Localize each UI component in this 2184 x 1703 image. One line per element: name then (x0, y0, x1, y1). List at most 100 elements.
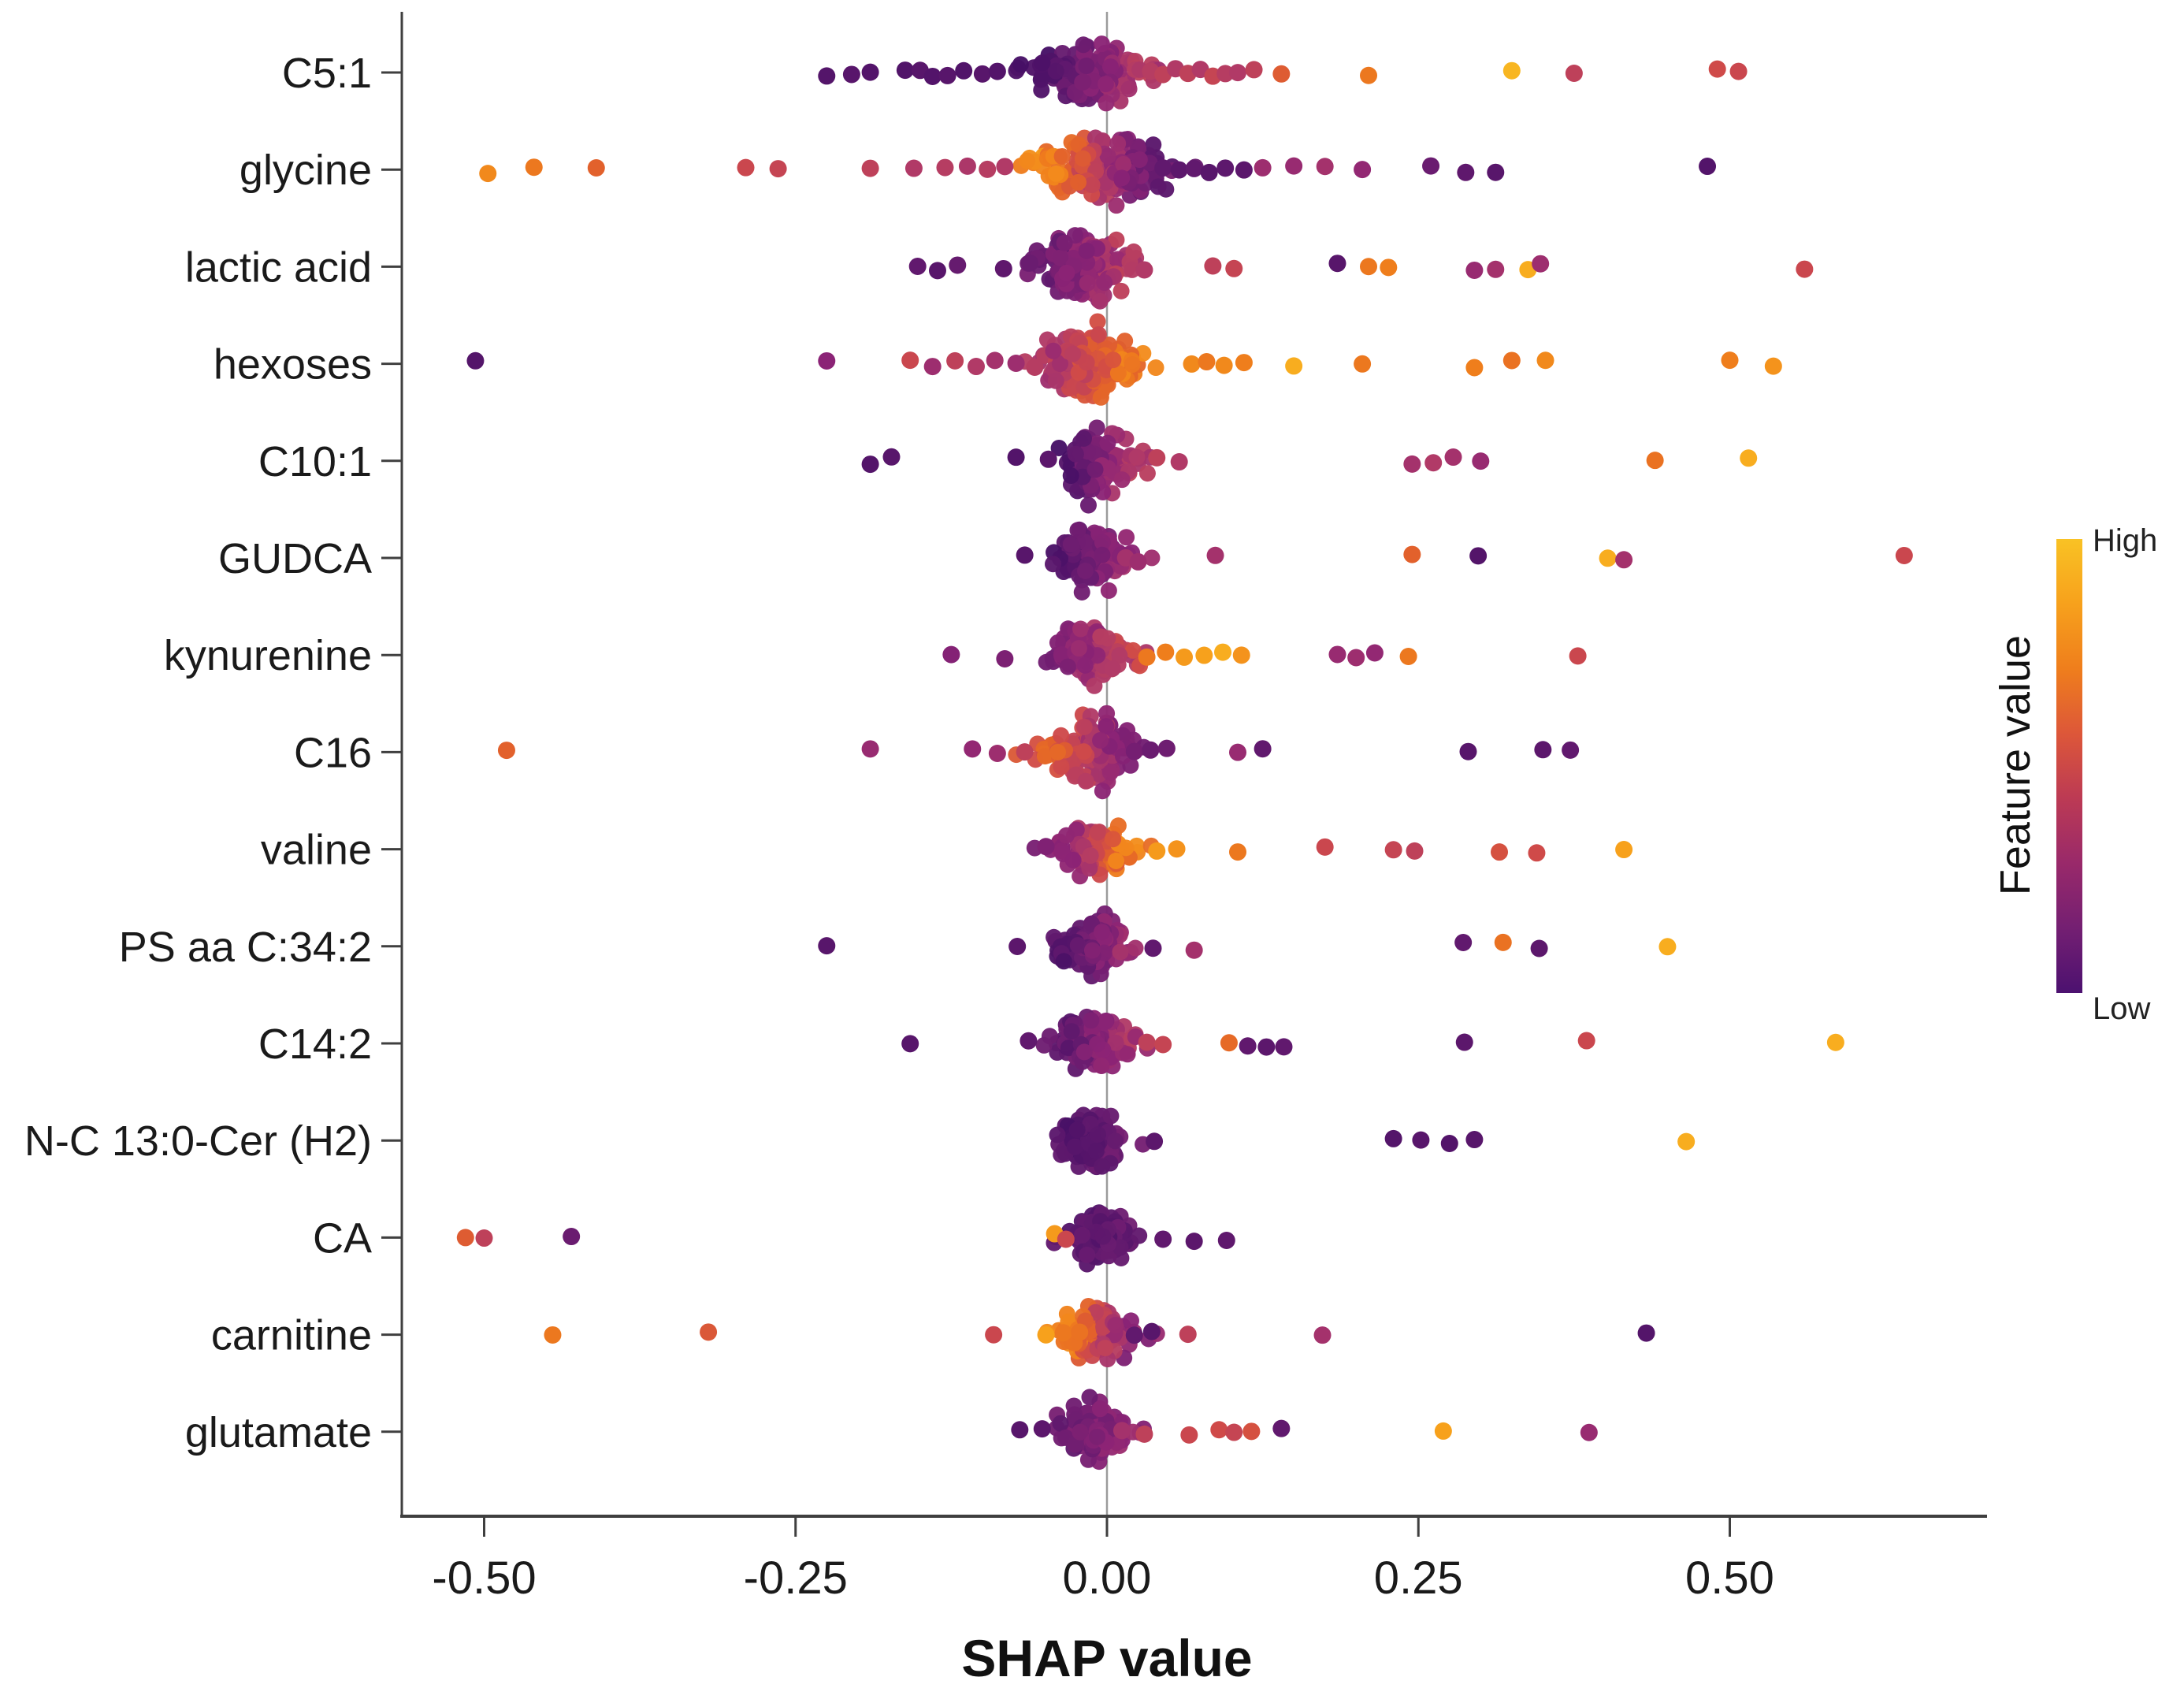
data-point (1532, 255, 1550, 273)
data-point (1098, 705, 1116, 722)
data-point (1107, 1132, 1124, 1150)
data-point (1062, 536, 1079, 553)
data-point (1067, 1436, 1084, 1453)
data-point (1056, 234, 1073, 251)
y-axis-label: glutamate (185, 1409, 372, 1456)
data-point (1113, 169, 1131, 187)
data-point (1128, 448, 1146, 466)
data-point (1200, 163, 1218, 181)
data-point (1168, 840, 1186, 858)
data-point (1076, 562, 1094, 579)
data-point (1285, 157, 1303, 175)
data-point (1051, 355, 1068, 373)
data-point (1057, 827, 1075, 844)
y-axis-label: carnitine (211, 1312, 372, 1359)
data-point (1272, 1419, 1291, 1437)
data-point (1708, 60, 1726, 78)
data-point (1055, 953, 1072, 970)
data-point (1214, 643, 1232, 661)
data-point (1536, 351, 1554, 370)
data-point (1076, 656, 1094, 674)
data-point (1108, 231, 1125, 248)
data-point (1094, 546, 1111, 563)
data-point (1081, 1389, 1098, 1406)
data-point (949, 256, 967, 274)
data-point (1565, 65, 1583, 83)
data-point (1138, 1033, 1156, 1051)
data-point (1354, 355, 1372, 373)
y-axis-label: C16 (294, 729, 372, 776)
data-point (988, 745, 1006, 763)
data-point (1154, 1230, 1172, 1248)
data-point (1562, 741, 1580, 759)
data-point (1026, 359, 1044, 377)
data-point (1060, 1039, 1077, 1057)
data-point (1179, 1326, 1197, 1344)
data-point (1093, 35, 1110, 53)
data-point (1101, 58, 1119, 76)
x-tick-label: 0.00 (1063, 1552, 1152, 1604)
data-point (973, 65, 991, 83)
data-point (1094, 534, 1111, 551)
data-point (1069, 937, 1086, 954)
data-point (563, 1228, 581, 1246)
data-point (904, 159, 923, 177)
data-point (700, 1323, 718, 1341)
data-point (1092, 731, 1109, 749)
data-point (908, 257, 927, 275)
data-point (818, 351, 836, 370)
data-point (1035, 1036, 1053, 1054)
data-point (1075, 36, 1092, 54)
data-point (1245, 61, 1263, 79)
data-point (1109, 135, 1127, 152)
data-point (1099, 147, 1116, 165)
data-point (1148, 448, 1166, 467)
data-point (1440, 1134, 1458, 1152)
data-point (1075, 743, 1093, 760)
data-point (1109, 365, 1127, 382)
data-point (1204, 257, 1222, 275)
data-point (1100, 1248, 1117, 1265)
data-point (1037, 1326, 1055, 1344)
data-point (1465, 359, 1484, 377)
data-point (1131, 151, 1148, 169)
data-point (1104, 660, 1121, 677)
data-point (1412, 1131, 1430, 1149)
data-point (1257, 1038, 1276, 1056)
data-point (1089, 1036, 1106, 1053)
data-point (1093, 1057, 1110, 1074)
data-point (1089, 1428, 1106, 1445)
data-point (988, 62, 1006, 80)
data-point (587, 159, 605, 177)
data-point (525, 158, 543, 177)
data-point (1053, 646, 1070, 664)
data-point (1020, 1032, 1038, 1050)
data-point (1125, 243, 1142, 260)
data-point (1677, 1132, 1696, 1151)
data-point (1044, 556, 1061, 573)
data-point (1195, 646, 1213, 664)
data-point (1069, 522, 1086, 539)
data-point (1131, 1227, 1148, 1244)
data-point (1007, 448, 1025, 467)
data-point (1102, 1107, 1120, 1125)
data-point (1079, 254, 1096, 271)
data-point (1090, 326, 1107, 344)
data-point (1135, 1425, 1153, 1443)
data-point (1098, 718, 1115, 735)
data-point (1399, 647, 1417, 665)
data-point (1033, 1420, 1051, 1438)
data-point (861, 63, 879, 81)
data-point (861, 740, 879, 758)
data-point (1108, 197, 1125, 214)
data-point (1012, 56, 1029, 73)
data-point (1502, 61, 1521, 80)
data-point (1057, 1230, 1075, 1248)
data-point (1086, 129, 1104, 147)
data-point (1107, 1317, 1124, 1334)
data-point (901, 351, 919, 370)
data-point (1170, 453, 1188, 471)
data-point (1078, 242, 1095, 259)
